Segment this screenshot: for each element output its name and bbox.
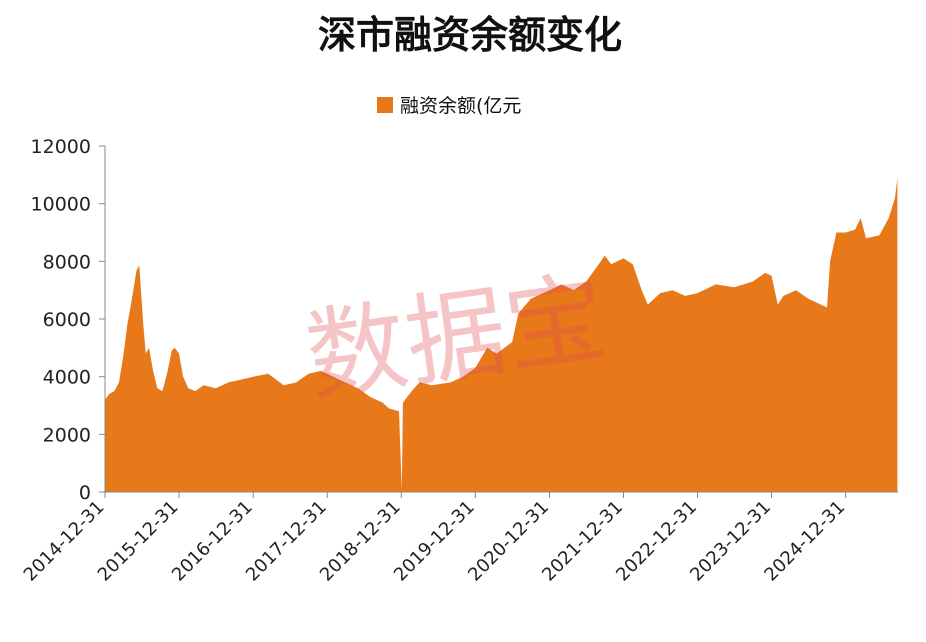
chart-title: 深市融资余额变化 [318, 12, 622, 57]
y-tick-label: 0 [79, 482, 91, 504]
x-tick-label: 2024-12-31 [760, 497, 849, 586]
legend-label: 融资余额(亿元 [400, 95, 521, 117]
y-tick-label: 8000 [43, 251, 91, 273]
y-tick-label: 12000 [31, 136, 91, 158]
y-tick-label: 10000 [31, 194, 91, 216]
y-tick-label: 6000 [43, 309, 91, 331]
y-tick-label: 4000 [43, 367, 91, 389]
y-tick-label: 2000 [43, 424, 91, 446]
legend-swatch [377, 97, 393, 113]
area-series-0 [105, 177, 898, 492]
legend: 融资余额(亿元 [377, 95, 521, 117]
